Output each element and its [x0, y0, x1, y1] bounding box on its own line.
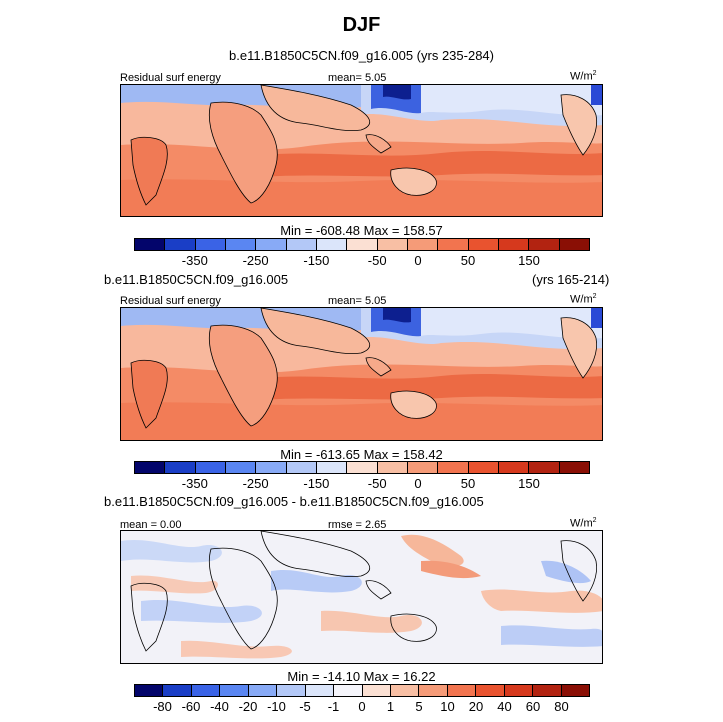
figure-title: DJF	[342, 14, 381, 36]
panel1-map	[120, 84, 603, 217]
panel2-header-right: (yrs 165-214)	[532, 272, 610, 287]
colorbar-tick: -60	[181, 699, 201, 714]
colorbar-tick: 60	[525, 699, 541, 714]
colorbar-tick: -150	[303, 476, 330, 491]
panel2-variable-label: Residual surf energy	[120, 295, 221, 307]
panel3-header: b.e11.B1850C5CN.f09_g16.005 - b.e11.B185…	[104, 494, 484, 509]
colorbar-tick: -350	[181, 476, 208, 491]
panel3-units: W/m2	[570, 517, 597, 530]
panel3-minmax: Min = -14.10 Max = 16.22	[287, 669, 436, 684]
colorbar-tick: 0	[414, 253, 422, 268]
panel2-header-left: b.e11.B1850C5CN.f09_g16.005	[104, 272, 289, 287]
panel1-colorbar-ticks: -350 -250 -150 -50 0 50 150	[134, 253, 590, 269]
colorbar-tick: 5	[415, 699, 423, 714]
colorbar-tick: 20	[468, 699, 484, 714]
panel3-colorbar-ticks: -80 -60 -40 -20 -10 -5 -1 0 1 5 10 20 40…	[134, 699, 590, 715]
colorbar-tick: -150	[303, 253, 330, 268]
panel1-mean-label: mean= 5.05	[328, 72, 387, 84]
colorbar-tick: 80	[554, 699, 569, 714]
colorbar-tick: 1	[386, 699, 395, 714]
colorbar-tick: 10	[440, 699, 455, 714]
colorbar-tick: 150	[518, 253, 540, 268]
panel2-mean-label: mean= 5.05	[328, 295, 387, 307]
panel1-header: b.e11.B1850C5CN.f09_g16.005 (yrs 235-284…	[229, 48, 494, 63]
panel1-variable-label: Residual surf energy	[120, 72, 221, 84]
panel1-colorbar	[134, 238, 590, 251]
colorbar-tick: -20	[238, 699, 258, 714]
panel1-minmax: Min = -608.48 Max = 158.57	[280, 223, 443, 238]
colorbar-tick: -5	[299, 699, 311, 714]
colorbar-tick: 0	[358, 699, 366, 714]
panel2-map	[120, 307, 603, 441]
panel3-colorbar	[134, 684, 590, 697]
panel3-rmse-label: rmse = 2.65	[328, 519, 387, 531]
colorbar-tick: -50	[367, 253, 387, 268]
colorbar-tick: 0	[414, 476, 422, 491]
panel3-map-field	[121, 531, 602, 663]
panel2-colorbar-ticks: -350 -250 -150 -50 0 50 150	[134, 476, 590, 492]
colorbar-tick: -40	[210, 699, 229, 714]
colorbar-tick: -350	[181, 253, 208, 268]
panel2-map-field	[121, 308, 602, 440]
colorbar-tick: 150	[518, 476, 540, 491]
panel2-colorbar	[134, 461, 590, 474]
colorbar-tick: -10	[267, 699, 286, 714]
colorbar-tick: -250	[242, 476, 269, 491]
panel2-minmax: Min = -613.65 Max = 158.42	[280, 447, 443, 462]
colorbar-tick: -50	[367, 476, 387, 491]
colorbar-tick: 40	[497, 699, 512, 714]
colorbar-tick: -1	[327, 699, 340, 714]
panel1-units: W/m2	[570, 70, 597, 83]
colorbar-tick: -80	[153, 699, 172, 714]
colorbar-tick: 50	[460, 476, 476, 491]
panel1-map-field	[121, 85, 602, 216]
panel3-map	[120, 530, 603, 664]
colorbar-tick: -250	[242, 253, 269, 268]
colorbar-tick: 50	[460, 253, 476, 268]
panel3-mean-label: mean = 0.00	[120, 519, 182, 531]
panel2-units: W/m2	[570, 293, 597, 306]
